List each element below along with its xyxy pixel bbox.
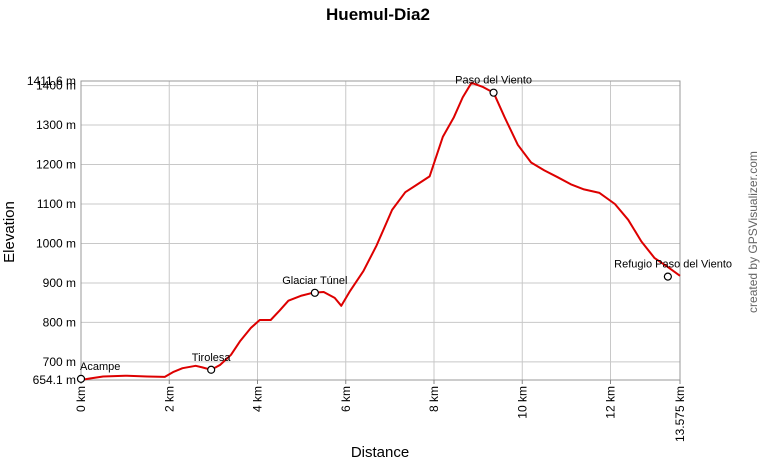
waypoint-label: Tirolesa <box>192 352 232 364</box>
y-tick-label: 800 m <box>43 315 76 329</box>
x-tick-label: 0 km <box>74 386 88 412</box>
series-group <box>80 81 681 381</box>
waypoint-label: Paso del Viento <box>455 75 532 87</box>
y-tick-label: 1400 m <box>36 79 76 93</box>
waypoint-label: Acampe <box>80 361 120 373</box>
credit-text: created by GPSVisualizer.com <box>746 151 760 313</box>
y-tick-label: 900 m <box>43 276 76 290</box>
x-tick-label: 6 km <box>339 386 353 412</box>
waypoint-marker <box>663 272 672 281</box>
y-tick-label: 654.1 m <box>33 373 76 387</box>
waypoint-marker <box>76 374 86 383</box>
x-tick-label: 13.575 km <box>673 386 687 442</box>
plot-border <box>80 80 681 381</box>
x-tick-label: 8 km <box>427 386 441 412</box>
y-axis-title: Elevation <box>1 201 18 263</box>
x-axis-title: Distance <box>351 444 409 460</box>
x-tick-label: 10 km <box>515 386 529 419</box>
y-tick-label: 1100 m <box>37 197 76 211</box>
y-tick-label: 700 m <box>43 355 76 369</box>
x-axis-ticks: 0 km 2 km 4 km 6 km 8 km 10 km 12 km 13.575 km <box>74 380 687 442</box>
plot-area <box>81 81 680 380</box>
waypoint-label: Glaciar Túnel <box>282 275 347 287</box>
waypoint-marker <box>310 288 319 297</box>
elevation-line <box>80 81 681 381</box>
y-tick-label: 1300 m <box>36 118 76 132</box>
y-axis-ticks: 654.1 m 700 m 800 m 900 m 1000 m 1100 m 1200 m… <box>27 74 76 387</box>
x-tick-label: 12 km <box>604 386 618 419</box>
waypoints-group: Acampe Tirolesa Glaciar Túnel Paso del Vien… <box>76 75 732 383</box>
y-tick-label: 1200 m <box>36 158 76 172</box>
chart-title: Huemul-Dia2 <box>326 5 430 24</box>
waypoint-marker <box>489 88 498 97</box>
waypoint-label: Refugio Paso del Viento <box>614 259 732 271</box>
y-tick-label: 1411.6 m <box>27 74 76 88</box>
x-tick-label: 4 km <box>251 386 265 412</box>
waypoint-marker <box>207 365 216 374</box>
x-tick-label: 2 km <box>162 386 176 412</box>
y-tick-label: 1000 m <box>36 236 76 250</box>
